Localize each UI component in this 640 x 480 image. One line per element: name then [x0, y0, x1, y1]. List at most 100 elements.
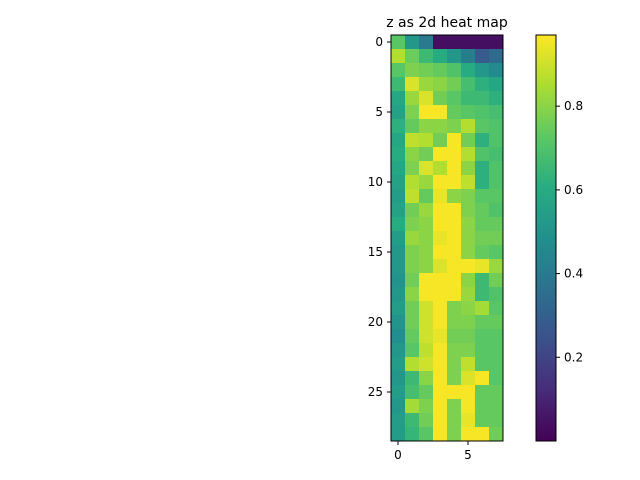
heatmap-cell [489, 175, 504, 190]
heatmap-cell [475, 203, 490, 218]
heatmap-cell [405, 427, 420, 442]
heatmap-cell [419, 357, 434, 372]
heatmap-cell [461, 133, 476, 148]
heatmap-cell [419, 147, 434, 162]
colorbar-tick-label: 0.4 [564, 267, 583, 281]
heatmap-cell [433, 329, 448, 344]
heatmap-cell [489, 329, 504, 344]
heatmap-cell [475, 175, 490, 190]
heatmap-cell [391, 399, 406, 414]
heatmap-cell [419, 91, 434, 106]
heatmap-cell [475, 49, 490, 64]
heatmap-cell [461, 301, 476, 316]
heatmap-cell [419, 329, 434, 344]
heatmap-cell [489, 385, 504, 400]
heatmap-cell [405, 329, 420, 344]
heatmap-cell [489, 301, 504, 316]
y-tick-label: 10 [368, 175, 383, 189]
heatmap-cell [461, 105, 476, 120]
heatmap-cell [461, 189, 476, 204]
heatmap-cell [419, 385, 434, 400]
heatmap-cell [391, 287, 406, 302]
y-tick-label: 5 [375, 105, 383, 119]
heatmap-cell [391, 189, 406, 204]
heatmap-cell [475, 91, 490, 106]
heatmap-cell [475, 77, 490, 92]
heatmap-cell [419, 259, 434, 274]
heatmap-cell [433, 259, 448, 274]
heatmap-cell [447, 259, 462, 274]
heatmap-cell [475, 399, 490, 414]
heatmap-cell [475, 119, 490, 134]
heatmap-cell [461, 273, 476, 288]
heatmap-cell [419, 63, 434, 78]
heatmap-cell [461, 245, 476, 260]
heatmap-cell [461, 287, 476, 302]
heatmap-cell [391, 385, 406, 400]
heatmap-cell [475, 63, 490, 78]
x-tick-label: 0 [394, 448, 402, 462]
heatmap-cell [461, 329, 476, 344]
heatmap-cell [475, 385, 490, 400]
heatmap-cell [433, 119, 448, 134]
heatmap-cell [489, 357, 504, 372]
heatmap-cell [489, 77, 504, 92]
heatmap-cell [475, 343, 490, 358]
heatmap-cell [419, 287, 434, 302]
heatmap-cell [433, 399, 448, 414]
heatmap-cell [433, 77, 448, 92]
heatmap-cell [475, 217, 490, 232]
heatmap-cell [405, 189, 420, 204]
heatmap-cell [405, 77, 420, 92]
heatmap-cell [405, 357, 420, 372]
colorbar-tick-label: 0.6 [564, 183, 583, 197]
heatmap-cell [447, 105, 462, 120]
heatmap-cell [447, 217, 462, 232]
heatmap-cell [405, 35, 420, 50]
heatmap-cell [419, 105, 434, 120]
heatmap-cell [419, 133, 434, 148]
heatmap-cell [433, 161, 448, 176]
heatmap-cell [405, 399, 420, 414]
heatmap-cell [405, 105, 420, 120]
heatmap-cell [475, 105, 490, 120]
heatmap-cell [447, 413, 462, 428]
heatmap-cell [475, 133, 490, 148]
heatmap-cell [391, 63, 406, 78]
heatmap-cell [489, 343, 504, 358]
heatmap-cell [433, 273, 448, 288]
heatmap-cell [475, 287, 490, 302]
heatmap-cell [405, 175, 420, 190]
heatmap-cell [419, 413, 434, 428]
heatmap-cell [489, 119, 504, 134]
colorbar-tick-label: 0.2 [564, 350, 583, 364]
plot-frame [390, 34, 504, 442]
heatmap-cell [461, 161, 476, 176]
heatmap-cell [391, 343, 406, 358]
heatmap-cell [489, 147, 504, 162]
heatmap-cell [461, 91, 476, 106]
heatmap-cell [461, 413, 476, 428]
heatmap-cell [489, 35, 504, 50]
heatmap-cell [405, 301, 420, 316]
heatmap-cell [447, 147, 462, 162]
x-tick-label: 5 [464, 448, 472, 462]
heatmap-cell [419, 175, 434, 190]
heatmap-cell [419, 77, 434, 92]
heatmap-cell [489, 161, 504, 176]
heatmap-cell [433, 147, 448, 162]
heatmap-cell [405, 133, 420, 148]
heatmap-cell [391, 231, 406, 246]
heatmap-cell [447, 77, 462, 92]
heatmap-cell [433, 63, 448, 78]
heatmap-cell [475, 273, 490, 288]
heatmap-cell [391, 49, 406, 64]
heatmap-cell [405, 245, 420, 260]
heatmap-cell [405, 217, 420, 232]
heatmap-cell [419, 273, 434, 288]
heatmap-cell [391, 133, 406, 148]
heatmap-cell [391, 301, 406, 316]
heatmap-cell [461, 427, 476, 442]
colorbar-tick-label: 0.8 [564, 99, 583, 113]
heatmap-cell [433, 91, 448, 106]
